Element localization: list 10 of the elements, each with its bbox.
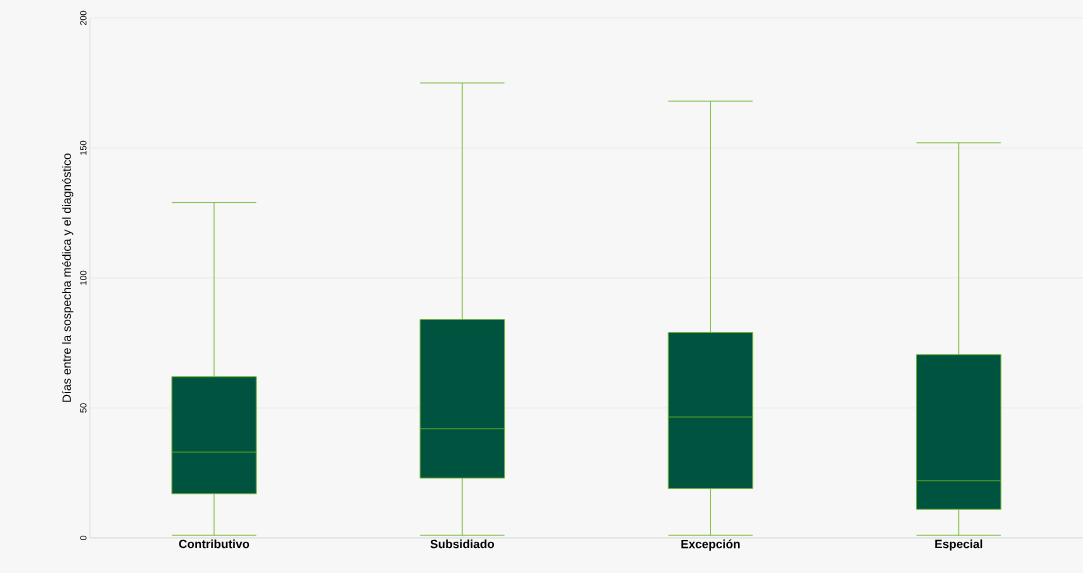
- x-tick-label: Contributivo: [179, 539, 250, 549]
- y-tick-label: 150: [80, 140, 87, 155]
- y-tick-label: 50: [80, 403, 87, 413]
- x-tick-label: Subsidiado: [430, 539, 495, 549]
- y-axis-title: Días entre la sospecha médica y el diagnóstico: [62, 153, 74, 402]
- x-tick-label: Especial: [935, 539, 983, 551]
- y-tick-label: 100: [80, 270, 87, 285]
- y-tick-label: 200: [80, 10, 87, 26]
- y-tick-label: 0: [80, 535, 87, 541]
- x-tick-label: Excepción: [681, 539, 740, 551]
